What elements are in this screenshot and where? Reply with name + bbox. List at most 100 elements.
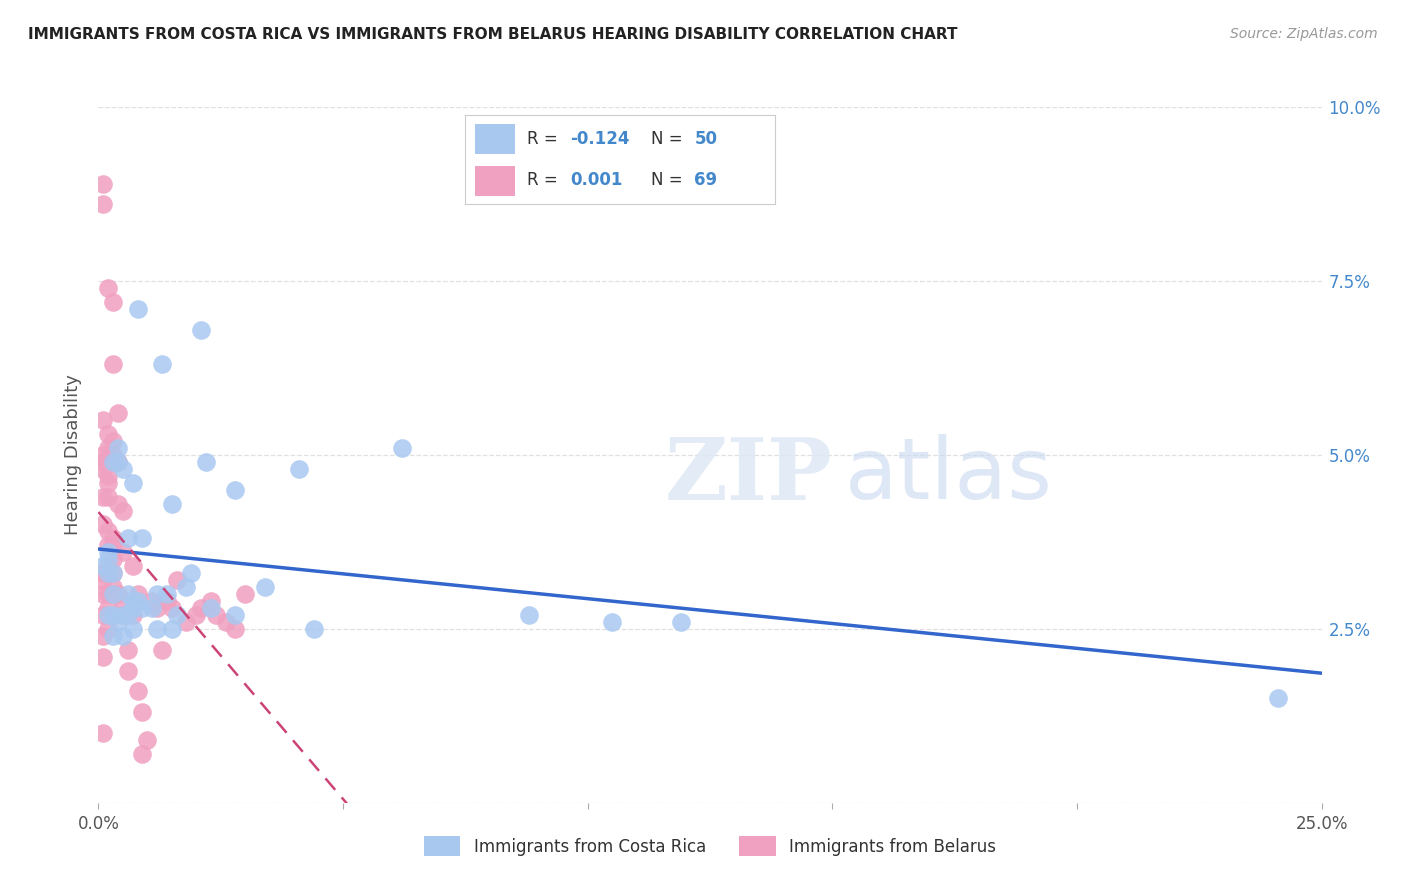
Point — [214, 615, 236, 629]
Text: atlas: atlas — [845, 434, 1053, 517]
Point — [176, 615, 198, 629]
Point — [600, 615, 623, 629]
Legend: Immigrants from Costa Rica, Immigrants from Belarus: Immigrants from Costa Rica, Immigrants f… — [415, 828, 1005, 864]
Point — [224, 483, 246, 497]
Point — [117, 587, 139, 601]
Point — [121, 559, 143, 574]
Point — [150, 358, 173, 372]
Point — [176, 580, 198, 594]
Point — [91, 197, 114, 211]
Text: 50: 50 — [695, 130, 717, 148]
Point — [97, 468, 120, 483]
Point — [224, 622, 246, 636]
Point — [97, 538, 120, 552]
Point — [91, 607, 114, 622]
Point — [127, 301, 149, 316]
Point — [233, 587, 256, 601]
Point — [117, 664, 139, 678]
Point — [156, 587, 179, 601]
Point — [146, 601, 169, 615]
Point — [97, 475, 120, 490]
Point — [117, 532, 139, 546]
Text: N =: N = — [651, 171, 688, 189]
Point — [224, 607, 246, 622]
Point — [111, 462, 134, 476]
Point — [121, 594, 143, 608]
Text: -0.124: -0.124 — [571, 130, 630, 148]
Point — [107, 455, 129, 469]
Point — [97, 566, 120, 581]
Point — [166, 607, 188, 622]
Point — [121, 475, 143, 490]
Point — [91, 517, 114, 532]
Point — [200, 601, 222, 615]
Point — [302, 622, 325, 636]
Point — [97, 587, 120, 601]
Point — [195, 455, 218, 469]
Point — [121, 601, 143, 615]
Point — [101, 587, 124, 601]
Text: R =: R = — [527, 171, 564, 189]
Point — [131, 601, 153, 615]
Point — [111, 607, 134, 622]
Bar — [475, 124, 515, 153]
Point — [91, 490, 114, 504]
Point — [190, 601, 212, 615]
Point — [101, 434, 124, 448]
Point — [111, 503, 134, 517]
Point — [97, 281, 120, 295]
Point — [166, 573, 188, 587]
Point — [107, 497, 129, 511]
Point — [107, 441, 129, 455]
Point — [150, 642, 173, 657]
Point — [111, 545, 134, 559]
Point — [141, 601, 163, 615]
Point — [117, 642, 139, 657]
Point — [205, 607, 228, 622]
Point — [91, 413, 114, 427]
Point — [253, 580, 276, 594]
Point — [136, 733, 159, 747]
Point — [101, 552, 124, 566]
Point — [91, 455, 114, 469]
Point — [131, 532, 153, 546]
Point — [91, 566, 114, 581]
Point — [97, 559, 120, 574]
Point — [131, 706, 153, 720]
Point — [141, 594, 163, 608]
Text: R =: R = — [527, 130, 564, 148]
Point — [186, 607, 208, 622]
Point — [101, 358, 124, 372]
Point — [97, 552, 120, 566]
Point — [111, 629, 134, 643]
Point — [97, 545, 120, 559]
Point — [91, 448, 114, 462]
Point — [190, 323, 212, 337]
Point — [97, 566, 120, 581]
Point — [156, 594, 179, 608]
Point — [97, 441, 120, 455]
Point — [97, 524, 120, 539]
Point — [111, 607, 134, 622]
Point — [91, 462, 114, 476]
Text: 0.001: 0.001 — [571, 171, 623, 189]
Point — [127, 587, 149, 601]
Point — [669, 615, 692, 629]
Point — [288, 462, 311, 476]
Point — [101, 448, 124, 462]
Point — [91, 629, 114, 643]
Point — [107, 455, 129, 469]
Point — [101, 294, 124, 309]
Point — [180, 566, 202, 581]
Point — [97, 607, 120, 622]
Text: IMMIGRANTS FROM COSTA RICA VS IMMIGRANTS FROM BELARUS HEARING DISABILITY CORRELA: IMMIGRANTS FROM COSTA RICA VS IMMIGRANTS… — [28, 27, 957, 42]
Point — [107, 615, 129, 629]
Bar — [475, 166, 515, 195]
Point — [117, 607, 139, 622]
Point — [127, 594, 149, 608]
Point — [91, 177, 114, 191]
Point — [91, 649, 114, 664]
Point — [111, 594, 134, 608]
Point — [97, 490, 120, 504]
Point — [101, 607, 124, 622]
